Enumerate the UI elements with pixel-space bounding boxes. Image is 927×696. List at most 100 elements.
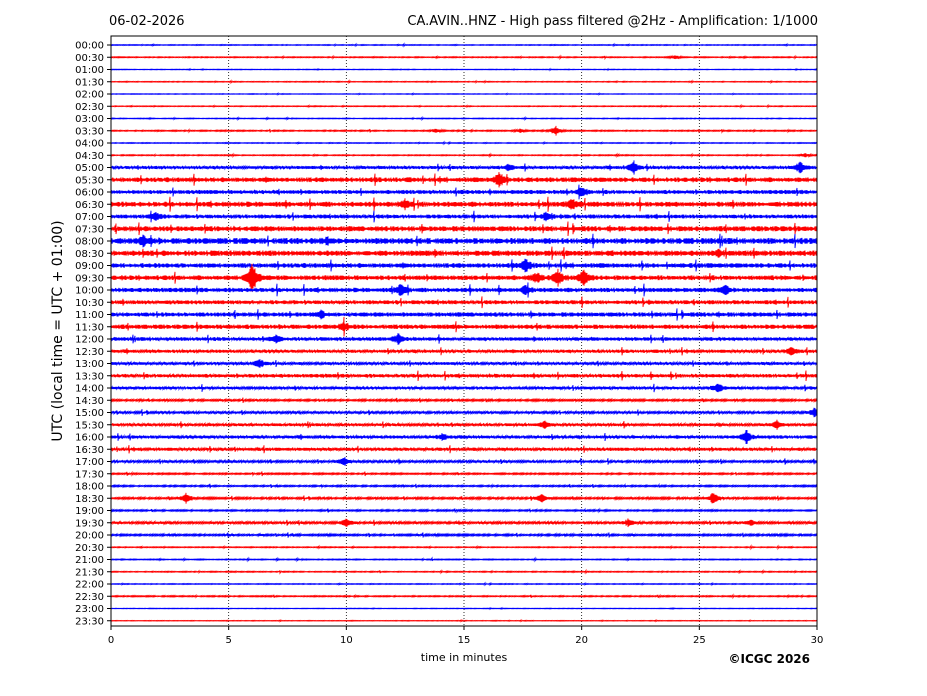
trace-0830 <box>110 246 818 260</box>
trace-0430 <box>110 152 818 159</box>
x-tick-label: 25 <box>693 635 706 646</box>
y-tick-label: 06:00 <box>75 188 104 199</box>
y-tick-label: 01:30 <box>75 77 104 88</box>
trace-2100 <box>110 556 818 563</box>
trace-1600 <box>110 429 818 444</box>
y-tick-label: 21:30 <box>75 567 104 578</box>
y-tick-label: 15:30 <box>75 420 104 431</box>
y-tick-label: 20:00 <box>75 531 104 542</box>
trace-0930 <box>110 263 818 292</box>
y-tick-label: 08:30 <box>75 249 104 260</box>
trace-0400 <box>110 140 818 146</box>
trace-1930 <box>110 518 818 528</box>
trace-0600 <box>110 184 818 200</box>
y-tick-label: 07:30 <box>75 224 104 235</box>
trace-1900 <box>110 507 818 514</box>
trace-1830 <box>110 492 818 504</box>
trace-1100 <box>110 308 818 321</box>
y-tick-label: 04:30 <box>75 151 104 162</box>
y-tick-label: 18:30 <box>75 494 104 505</box>
trace-0100 <box>110 67 818 72</box>
trace-1500 <box>110 407 818 418</box>
y-tick-label: 00:30 <box>75 53 104 64</box>
trace-2030 <box>110 544 818 551</box>
x-tick-label: 30 <box>811 635 824 646</box>
y-tick-label: 18:00 <box>75 482 104 493</box>
trace-1400 <box>110 383 818 393</box>
y-tick-label: 09:30 <box>75 273 104 284</box>
trace-2000 <box>110 532 818 538</box>
y-tick-label: 22:30 <box>75 592 104 603</box>
y-tick-label: 12:00 <box>75 335 104 346</box>
x-tick-label: 0 <box>108 635 114 646</box>
y-tick-label: 11:30 <box>75 322 104 333</box>
trace-1030 <box>110 296 818 309</box>
y-tick-label: 13:30 <box>75 371 104 382</box>
trace-1300 <box>110 359 818 368</box>
x-tick-label: 5 <box>225 635 231 646</box>
y-axis-label: UTC (local time = UTC + 01:00) <box>50 220 66 441</box>
y-tick-label: 10:00 <box>75 286 104 297</box>
y-tick-label: 08:00 <box>75 237 104 248</box>
trace-2200 <box>110 581 818 587</box>
y-tick-label: 22:00 <box>75 580 104 591</box>
y-tick-label: 05:30 <box>75 175 104 186</box>
y-tick-label: 19:00 <box>75 506 104 517</box>
plot-area <box>110 35 818 627</box>
y-tick-label: 21:00 <box>75 555 104 566</box>
chart-title: CA.AVIN..HNZ - High pass filtered @2Hz -… <box>407 14 818 29</box>
trace-0030 <box>110 54 818 61</box>
y-tick-label: 23:00 <box>75 604 104 615</box>
trace-1630 <box>110 444 818 454</box>
trace-2330 <box>110 618 818 623</box>
trace-1730 <box>110 470 818 477</box>
y-tick-label: 23:30 <box>75 616 104 627</box>
y-tick-label: 12:30 <box>75 347 104 358</box>
trace-0530 <box>110 172 818 188</box>
trace-2300 <box>110 606 818 611</box>
y-tick-label: 13:00 <box>75 359 104 370</box>
y-tick-label: 15:00 <box>75 408 104 419</box>
trace-0200 <box>110 92 818 96</box>
trace-2230 <box>110 593 818 600</box>
trace-0230 <box>110 103 818 109</box>
y-tick-label: 20:30 <box>75 543 104 554</box>
y-tick-label: 16:00 <box>75 433 104 444</box>
y-tick-label: 01:00 <box>75 65 104 76</box>
y-tick-label: 06:30 <box>75 200 104 211</box>
y-tick-label: 14:00 <box>75 384 104 395</box>
trace-0730 <box>110 221 818 237</box>
trace-1130 <box>110 317 818 337</box>
x-tick-label: 10 <box>340 635 353 646</box>
y-tick-label: 14:30 <box>75 396 104 407</box>
y-tick-label: 09:00 <box>75 261 104 272</box>
y-tick-label: 03:00 <box>75 114 104 125</box>
y-tick-label: 10:30 <box>75 298 104 309</box>
trace-1200 <box>110 333 818 345</box>
y-tick-label: 02:30 <box>75 102 104 113</box>
trace-0700 <box>110 210 818 223</box>
trace-0300 <box>110 115 818 122</box>
y-tick-label: 17:30 <box>75 469 104 480</box>
y-tick-label: 03:30 <box>75 126 104 137</box>
y-tick-label: 05:00 <box>75 163 104 174</box>
trace-1800 <box>110 482 818 489</box>
y-tick-label: 19:30 <box>75 518 104 529</box>
trace-0800 <box>110 233 818 249</box>
y-tick-label: 07:00 <box>75 212 104 223</box>
trace-0630 <box>110 196 818 212</box>
trace-0130 <box>110 79 818 85</box>
y-tick-label: 00:00 <box>75 41 104 52</box>
trace-1230 <box>110 346 818 356</box>
trace-0500 <box>110 160 818 175</box>
trace-0900 <box>110 258 818 273</box>
trace-0000 <box>110 42 818 48</box>
trace-1430 <box>110 397 818 404</box>
trace-1000 <box>110 282 818 298</box>
date-label: 06-02-2026 <box>109 14 185 29</box>
trace-1530 <box>110 419 818 430</box>
x-axis-label: time in minutes <box>421 651 508 664</box>
copyright-label: ©ICGC 2026 <box>728 652 810 666</box>
y-tick-label: 17:00 <box>75 457 104 468</box>
